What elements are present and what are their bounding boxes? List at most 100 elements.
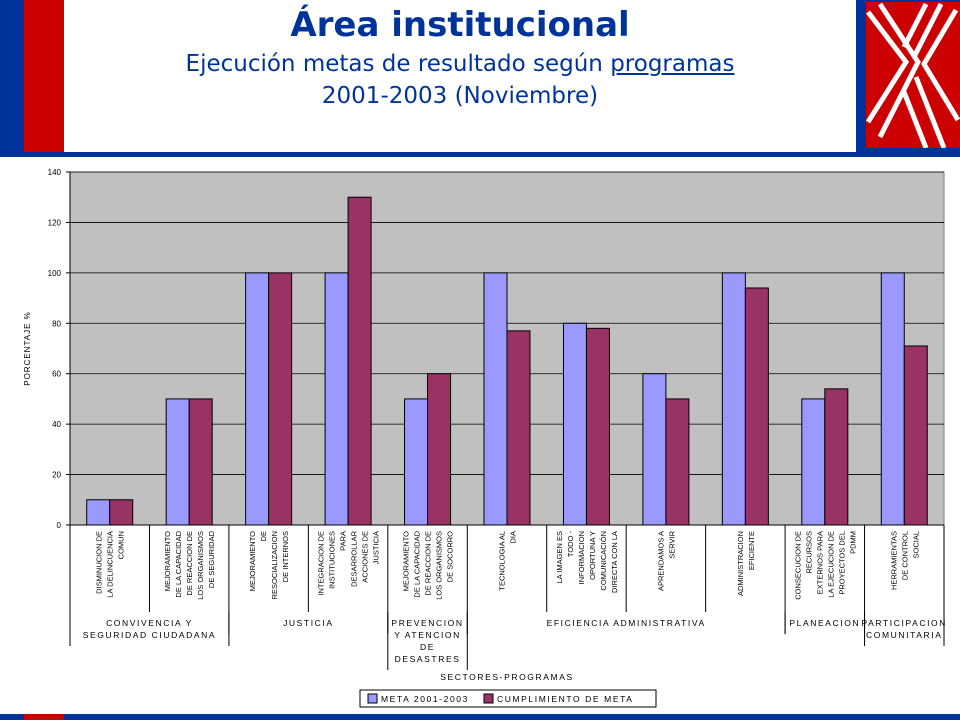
y-tick-label: 100: [48, 269, 62, 278]
y-tick-label: 120: [48, 218, 62, 227]
bar-meta: [404, 398, 429, 526]
category-label: DE REACCION DE: [424, 531, 433, 596]
bar-meta: [562, 322, 587, 526]
category-label: LOS ORGANISMOS: [435, 531, 444, 600]
legend-swatch: [483, 693, 494, 704]
y-tick-label: 40: [52, 420, 61, 429]
y-tick-label: 140: [48, 168, 62, 177]
y-tick-label: 0: [57, 521, 62, 530]
sector-label: DE: [420, 642, 435, 652]
sector-label: PARTICIPACION: [862, 618, 948, 628]
footer-red-accent: [24, 714, 64, 720]
bar-cumplimiento: [188, 398, 213, 526]
category-label: ADMINISTRACION: [736, 531, 745, 596]
bar-meta: [801, 398, 826, 526]
legend: [359, 689, 657, 708]
sector-label: DESASTRES: [395, 654, 461, 664]
category-label: DE SEGURIDAD: [207, 530, 216, 588]
category-label: DIA: [509, 531, 518, 544]
category-label: DE: [259, 531, 268, 541]
category-label: PROYECTOS DEL: [837, 531, 846, 595]
bar-cumplimiento: [427, 373, 452, 526]
y-tick-label: 80: [52, 319, 61, 328]
bar-meta: [721, 272, 746, 526]
category-label: LA DELINCUENCIA: [106, 531, 115, 598]
sector-label: JUSTICIA: [283, 618, 334, 628]
category-label: PARA: [339, 531, 348, 551]
legend-label: CUMPLIMIENTO DE META: [497, 694, 634, 704]
category-label: SOCIAL: [911, 531, 920, 559]
subtitle-text: Ejecución metas de resultado según: [185, 51, 611, 77]
sector-label: COMUNITARIA: [866, 630, 942, 640]
category-label: SERVIR: [667, 530, 676, 558]
category-label: INTEGRACION DE: [317, 531, 326, 596]
left-blue-stripe: [0, 0, 24, 152]
category-label: COMUN: [117, 531, 126, 559]
bar-cumplimiento: [347, 196, 372, 526]
sector-label: PREVENCION: [391, 618, 463, 628]
bar-meta: [880, 272, 905, 526]
bar-meta: [483, 272, 508, 526]
category-label: INFORMACION: [577, 531, 586, 584]
y-tick-label: 20: [52, 471, 61, 480]
bar-meta: [324, 272, 349, 526]
bar-cumplimiento: [506, 330, 531, 526]
category-label: RECURSOS: [804, 531, 813, 574]
bar-cumplimiento: [903, 345, 928, 526]
category-label: DE INTERNOS: [281, 531, 290, 582]
legend-swatch: [367, 693, 378, 704]
category-label: COMUNICACIÓN: [599, 531, 608, 591]
category-label: MEJORAMIENTO: [402, 531, 411, 591]
category-label: ACCIONES DE: [361, 531, 370, 583]
category-label: TODO -: [566, 531, 575, 558]
category-label: MEJORAMIENTO: [248, 531, 257, 591]
bar-meta: [86, 499, 111, 526]
category-label: DE LA CAPACIDAD: [174, 530, 183, 597]
bar-meta: [165, 398, 190, 526]
category-label: TECNOLOGIA AL: [498, 531, 507, 591]
category-label: DESARROLLAR: [350, 530, 359, 586]
category-label: EFICIENTE: [747, 531, 756, 570]
category-label: CONSECUCION DE: [793, 531, 802, 600]
x-axis-title: SECTORES-PROGRAMAS: [440, 672, 574, 682]
slide-header: Área institucional Ejecución metas de re…: [0, 0, 960, 152]
sector-label: CONVIVENCIA Y: [106, 618, 193, 628]
bar-cumplimiento: [744, 287, 769, 526]
bar-meta: [245, 272, 270, 526]
bar-cumplimiento: [824, 388, 849, 526]
category-label: APRENDAMOS A: [656, 531, 665, 591]
left-red-stripe: [24, 0, 64, 152]
bar-cumplimiento: [109, 499, 134, 526]
programas-link[interactable]: programas: [610, 51, 735, 77]
footer-bar: [0, 714, 960, 720]
sector-label: PLANEACION: [789, 618, 860, 628]
category-label: MEJORAMIENTO: [163, 531, 172, 591]
category-label: LA IMAGEN ES: [555, 531, 564, 584]
category-label: LA EJECUCION DE: [826, 531, 835, 598]
y-tick-label: 60: [52, 370, 61, 379]
x-logo-icon: [866, 2, 960, 148]
legend-label: META 2001-2003: [381, 694, 469, 704]
category-label: DE REACCION DE: [185, 531, 194, 596]
page-subtitle: Ejecución metas de resultado según progr…: [64, 48, 856, 112]
header-divider: [0, 152, 960, 157]
category-label: HERRAMIENTAS: [889, 531, 898, 590]
category-label: OPORTUNA Y: [588, 531, 597, 580]
bar-cumplimiento: [585, 327, 610, 526]
category-label: DE SOCORRO: [446, 531, 455, 582]
sector-label: Y ATENCION: [394, 630, 461, 640]
subtitle-period: 2001-2003 (Noviembre): [321, 83, 599, 109]
category-label: DE CONTROL: [900, 531, 909, 580]
category-label: RESOCIALIZACION: [270, 531, 279, 599]
bar-meta: [642, 373, 667, 526]
sector-label: SEGURIDAD CIUDADANA: [83, 630, 216, 640]
category-label: JUSTICIA: [372, 531, 381, 564]
sector-label: EFICIENCIA ADMINISTRATIVA: [547, 618, 706, 628]
category-label: DIRECTA CON LA: [610, 531, 619, 593]
category-label: LOS ORGANISMOS: [196, 531, 205, 600]
category-label: DE LA CAPACIDAD: [413, 530, 422, 597]
category-label: PDMM: [848, 531, 857, 554]
category-label: DISMINUCION DE: [95, 531, 104, 594]
y-axis-title: PORCENTAJE %: [23, 311, 32, 386]
page-title: Área institucional: [290, 5, 630, 45]
